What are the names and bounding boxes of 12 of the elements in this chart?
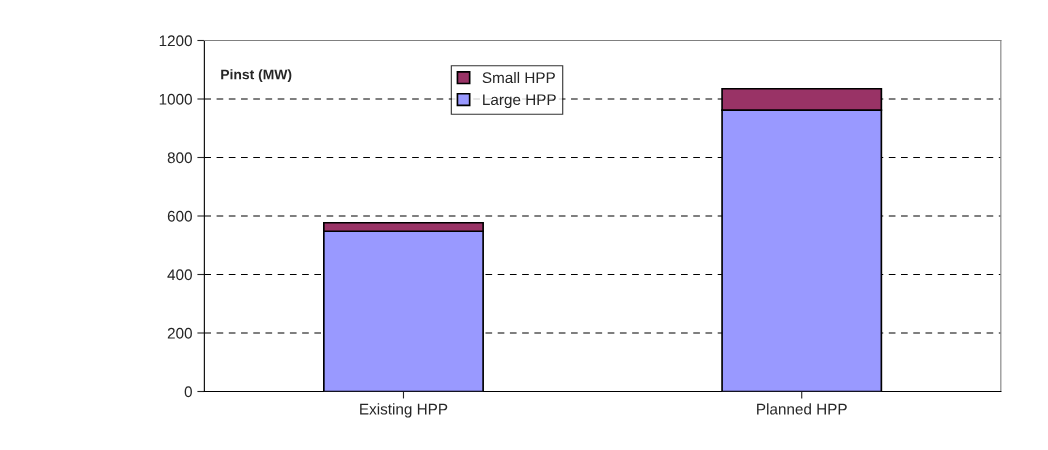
y-tick-label: 800 — [167, 152, 192, 164]
y-tick-label: 0 — [184, 386, 192, 398]
y-tick-label: 600 — [167, 210, 192, 222]
x-tick-label: Existing HPP — [360, 403, 448, 418]
y-axis-title: Pinst (MW) — [221, 69, 292, 83]
legend-label: Large HPP — [483, 94, 556, 109]
y-tick-label: 1000 — [159, 93, 192, 105]
x-tick-label: Planned HPP — [757, 403, 847, 415]
legend-label: Small HPP — [482, 71, 555, 84]
y-tick-label: 200 — [167, 327, 192, 339]
y-tick-label: 400 — [167, 269, 192, 281]
y-tick-label: 1200 — [159, 35, 192, 47]
